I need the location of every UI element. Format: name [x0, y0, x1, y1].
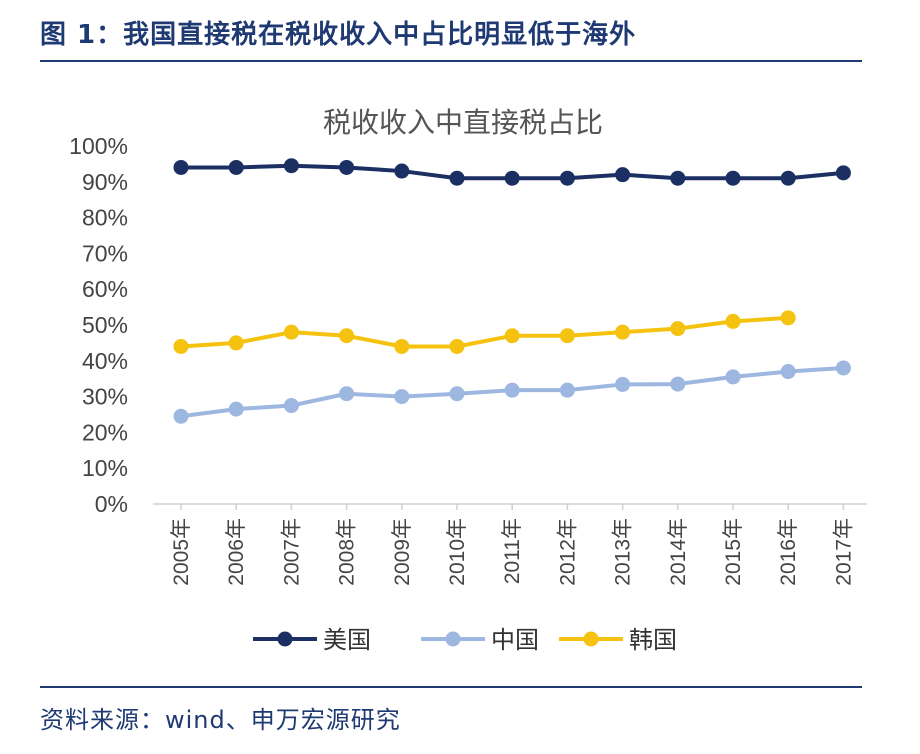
y-tick-label: 90%: [82, 169, 128, 195]
x-axis: 2005年 2006年 2007年 2008年 2009年 2010年 2011年 2012年…: [170, 504, 855, 586]
series-point: [670, 376, 686, 392]
x-tick-label: 2005年: [170, 518, 193, 586]
x-tick-label: 2008年: [336, 518, 359, 586]
legend-label: 美国: [323, 626, 371, 654]
series-point: [670, 170, 686, 186]
y-tick-label: 50%: [82, 312, 128, 338]
series-line-2: [180, 315, 789, 349]
y-tick-label: 30%: [82, 384, 128, 410]
x-tick-label: 2013年: [612, 518, 635, 586]
x-tick-label: 2015年: [722, 518, 745, 586]
series-point: [559, 382, 575, 398]
series-point: [615, 167, 631, 183]
series-point: [725, 170, 741, 186]
series-point: [394, 163, 410, 179]
x-tick-label: 2007年: [280, 518, 303, 586]
y-tick-label: 100%: [69, 133, 128, 159]
series-point: [780, 310, 796, 326]
header-rule: [40, 60, 862, 62]
series-point: [283, 324, 299, 340]
y-tick-label: 80%: [82, 205, 128, 231]
x-tick-label: 2017年: [832, 518, 855, 586]
series-point: [394, 389, 410, 405]
series-point: [559, 328, 575, 344]
x-tick-label: 2016年: [777, 518, 800, 586]
x-tick-label: 2012年: [556, 518, 579, 586]
legend-marker: [445, 631, 461, 647]
source-note: 资料来源：wind、申万宏源研究: [40, 706, 401, 734]
legend: 美国 中国 韩国: [253, 626, 677, 654]
legend-marker: [277, 631, 293, 647]
y-tick-label: 70%: [82, 240, 128, 266]
y-tick-label: 60%: [82, 276, 128, 302]
series-lines: [173, 158, 851, 424]
series-point: [173, 338, 189, 354]
legend-label: 中国: [491, 626, 539, 654]
series-point: [504, 170, 520, 186]
series-point: [559, 170, 575, 186]
series-point: [449, 170, 465, 186]
x-tick-label: 2010年: [446, 518, 469, 586]
series-point: [780, 170, 796, 186]
y-tick-label: 10%: [82, 455, 128, 481]
legend-marker: [583, 631, 599, 647]
series-point: [283, 158, 299, 174]
x-tick-label: 2009年: [391, 518, 414, 586]
series-point: [615, 324, 631, 340]
series-point: [228, 335, 244, 351]
legend-label: 韩国: [629, 626, 677, 654]
series-point: [394, 338, 410, 354]
series-point: [449, 386, 465, 402]
series-point: [339, 159, 355, 175]
series-point: [228, 401, 244, 417]
series-point: [283, 398, 299, 414]
chart-title: 税收收入中直接税占比: [323, 106, 603, 139]
series-point: [228, 159, 244, 175]
x-tick-label: 2014年: [667, 518, 690, 586]
figure-title: 图 1：我国直接税在税收收入中占比明显低于海外: [40, 20, 637, 50]
series-point: [615, 376, 631, 392]
series-point: [835, 360, 851, 376]
series-point: [504, 328, 520, 344]
y-tick-label: 20%: [82, 419, 128, 445]
x-tick-label: 2011年: [501, 518, 524, 584]
series-point: [173, 408, 189, 424]
series-point: [835, 165, 851, 181]
y-tick-label: 40%: [82, 348, 128, 374]
x-tick-label: 2006年: [225, 518, 248, 586]
series-point: [725, 369, 741, 385]
series-point: [725, 313, 741, 329]
y-tick-label: 0%: [95, 491, 128, 517]
series-point: [339, 328, 355, 344]
footer-rule: [40, 686, 862, 688]
y-axis: 0% 10% 20% 30% 40% 50% 60% 70% 80% 90% 100%: [69, 133, 128, 517]
series-point: [670, 321, 686, 337]
series-point: [173, 159, 189, 175]
series-point: [339, 386, 355, 402]
series-point: [449, 338, 465, 354]
series-point: [780, 364, 796, 380]
series-point: [504, 382, 520, 398]
